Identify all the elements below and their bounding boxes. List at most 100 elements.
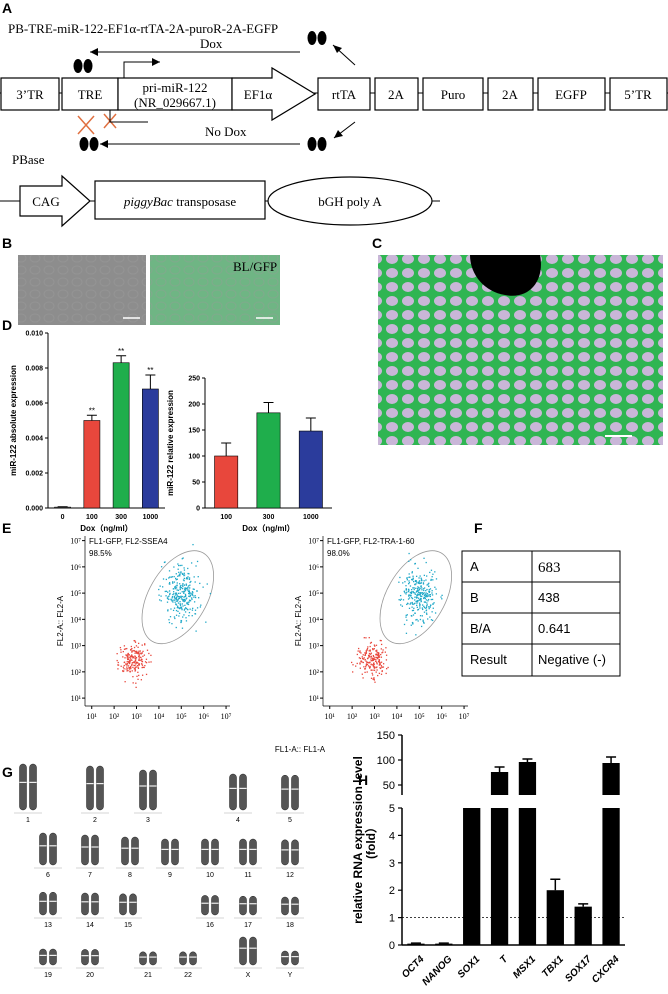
event-dot: [418, 587, 420, 589]
rtta-protein: [73, 59, 83, 73]
event-dot: [372, 655, 375, 658]
event-dot: [195, 565, 197, 567]
chromosome-label: 21: [144, 972, 152, 979]
event-dot: [183, 574, 185, 577]
event-dot: [423, 601, 426, 603]
event-dot: [422, 582, 425, 584]
event-dot: [409, 603, 411, 605]
event-dot: [127, 658, 129, 661]
event-dot: [413, 588, 415, 591]
event-dot: [411, 571, 413, 573]
event-dot: [414, 593, 416, 595]
event-dot: [169, 576, 171, 578]
event-dot: [135, 662, 138, 664]
event-dot: [140, 659, 142, 661]
event-dot: [138, 656, 140, 658]
chromosome: [39, 948, 47, 966]
event-dot: [123, 668, 125, 670]
event-dot: [165, 595, 167, 597]
event-dot: [366, 671, 368, 673]
rtta-protein: [83, 59, 93, 73]
event-dot: [410, 591, 413, 593]
chromosome-label: 12: [286, 872, 294, 879]
event-dot: [189, 595, 191, 598]
event-dot: [160, 600, 162, 602]
event-dot: [399, 576, 401, 579]
event-dot: [186, 589, 189, 591]
event-dot: [410, 624, 412, 626]
event-dot: [168, 581, 171, 584]
event-dot: [419, 605, 421, 607]
event-dot: [380, 653, 382, 656]
event-dot: [178, 607, 181, 609]
event-dot: [371, 674, 374, 676]
event-dot: [138, 674, 140, 677]
error-bar: [145, 374, 156, 389]
event-dot: [429, 616, 431, 618]
event-dot: [372, 658, 374, 661]
result-table: A 683 B 438 B/A 0.641 Result Negative (-…: [461, 550, 621, 677]
y-tick-label: 10⁴: [308, 615, 319, 624]
plot-annotation: FL1-GFP, FL2-SSEA4: [89, 537, 168, 546]
bar: [490, 808, 509, 945]
chromosome: [291, 839, 299, 866]
event-dot: [183, 592, 185, 594]
event-dot: [423, 580, 425, 582]
x-tick-label: 300: [263, 514, 275, 521]
event-dot: [135, 657, 138, 659]
event-dot: [181, 564, 183, 567]
chromosome: [49, 948, 57, 966]
event-dot: [183, 596, 185, 598]
event-dot: [177, 598, 180, 600]
chromosome: [139, 951, 147, 966]
event-dot: [196, 560, 199, 563]
error-bar: [438, 942, 449, 944]
y-tick-label: 5: [389, 803, 395, 815]
event-dot: [193, 601, 196, 603]
event-dot: [127, 657, 129, 660]
event-dot: [181, 584, 184, 586]
event-dot: [144, 661, 147, 663]
event-dot: [183, 614, 185, 616]
event-dot: [417, 600, 419, 603]
event-dot: [120, 665, 122, 667]
event-dot: [184, 588, 186, 590]
event-dot: [428, 582, 430, 584]
construct-title: PB-TRE-miR-122-EF1α-rtTA-2A-puroR-2A-EGF…: [8, 21, 278, 36]
table-cell: A: [470, 559, 479, 574]
event-dot: [179, 588, 181, 590]
event-dot: [417, 567, 419, 569]
element-label: EGFP: [555, 87, 587, 102]
event-dot: [140, 653, 142, 655]
event-dot: [172, 601, 174, 603]
event-dot: [371, 657, 373, 659]
event-dot: [423, 596, 425, 599]
chromosome-label: 4: [236, 817, 240, 824]
event-dot: [419, 615, 422, 617]
event-dot: [413, 580, 415, 583]
chromosome: [291, 774, 299, 811]
event-dot: [141, 644, 143, 646]
event-dot: [417, 608, 420, 611]
event-dot: [372, 654, 375, 657]
merged-texture: [150, 255, 280, 325]
event-dot: [432, 579, 434, 581]
event-dot: [172, 588, 175, 590]
rtta-protein: [307, 137, 317, 151]
event-dot: [131, 647, 133, 650]
event-dot: [377, 652, 380, 654]
event-dot: [416, 581, 418, 583]
event-dot: [175, 587, 178, 589]
event-dot: [190, 592, 192, 594]
panel-label: A: [2, 0, 12, 16]
event-dot: [410, 589, 413, 591]
event-dot: [363, 637, 365, 639]
event-dot: [125, 663, 127, 665]
event-dot: [129, 657, 132, 659]
event-dot: [415, 600, 417, 603]
event-dot: [363, 666, 365, 668]
event-dot: [159, 599, 161, 601]
event-dot: [141, 674, 144, 676]
event-dot: [420, 585, 422, 588]
event-dot: [423, 622, 425, 624]
